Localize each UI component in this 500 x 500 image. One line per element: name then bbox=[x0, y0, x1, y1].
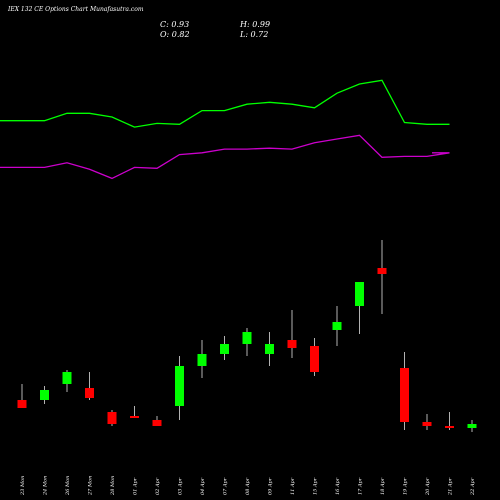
x-tick-label: 20 Apr bbox=[425, 477, 431, 496]
candle-body bbox=[152, 420, 162, 426]
x-tick-label: 02 Apr bbox=[155, 477, 161, 495]
chart-title: IEX 132 CE Options Chart Munafasutra.com bbox=[8, 6, 144, 13]
candle-body bbox=[62, 372, 72, 384]
x-tick-label: 01 Apr bbox=[133, 477, 139, 495]
candle-body bbox=[175, 366, 184, 406]
x-tick-label: 17 Apr bbox=[358, 477, 364, 495]
x-tick-label: 21 Apr bbox=[448, 477, 454, 496]
candle-body bbox=[310, 346, 319, 372]
candle-body bbox=[220, 344, 229, 354]
candle-body bbox=[242, 332, 252, 344]
candle-body bbox=[467, 424, 477, 428]
high-value: H: 0.99 bbox=[240, 20, 271, 29]
x-tick-label: 15 Apr bbox=[313, 477, 319, 495]
x-tick-label: 08 Apr bbox=[245, 477, 251, 495]
candle-body bbox=[400, 368, 409, 422]
candle-body bbox=[40, 390, 49, 400]
candle-body bbox=[17, 400, 27, 408]
candle-body bbox=[355, 282, 364, 306]
open-value: O: 0.82 bbox=[160, 30, 190, 39]
x-tick-label: 28 Mon bbox=[110, 476, 116, 496]
candle-body bbox=[445, 426, 454, 428]
x-tick-label: 27 Mon bbox=[88, 476, 94, 496]
upper-line-series bbox=[0, 79, 450, 128]
x-tick-label: 07 Apr bbox=[223, 477, 229, 495]
low-value: L: 0.72 bbox=[240, 30, 269, 39]
x-tick-label: 11 Apr bbox=[290, 477, 296, 495]
x-tick-label: 24 Mon bbox=[43, 476, 49, 496]
candle-body bbox=[377, 268, 387, 274]
candle-body bbox=[85, 388, 94, 398]
candle-body bbox=[422, 422, 432, 426]
candle-body bbox=[197, 354, 207, 366]
lower-line-series bbox=[0, 134, 450, 180]
x-tick-label: 22 Apr bbox=[470, 477, 476, 496]
x-tick-label: 09 Apr bbox=[268, 477, 274, 495]
x-tick-label: 23 Mon bbox=[20, 476, 26, 496]
x-tick-label: 03 Apr bbox=[178, 477, 184, 495]
x-tick-label: 19 Apr bbox=[403, 477, 409, 495]
candle-body bbox=[107, 412, 117, 424]
x-tick-label: 26 Mon bbox=[65, 476, 71, 496]
x-tick-label: 18 Apr bbox=[380, 477, 386, 495]
candle-body bbox=[332, 322, 342, 330]
x-tick-label: 04 Apr bbox=[200, 477, 206, 495]
close-value: C: 0.93 bbox=[160, 20, 190, 29]
candle-body bbox=[265, 344, 274, 354]
x-tick-label: 16 Apr bbox=[335, 477, 341, 495]
candle-body bbox=[287, 340, 297, 348]
candle-body bbox=[130, 416, 139, 418]
